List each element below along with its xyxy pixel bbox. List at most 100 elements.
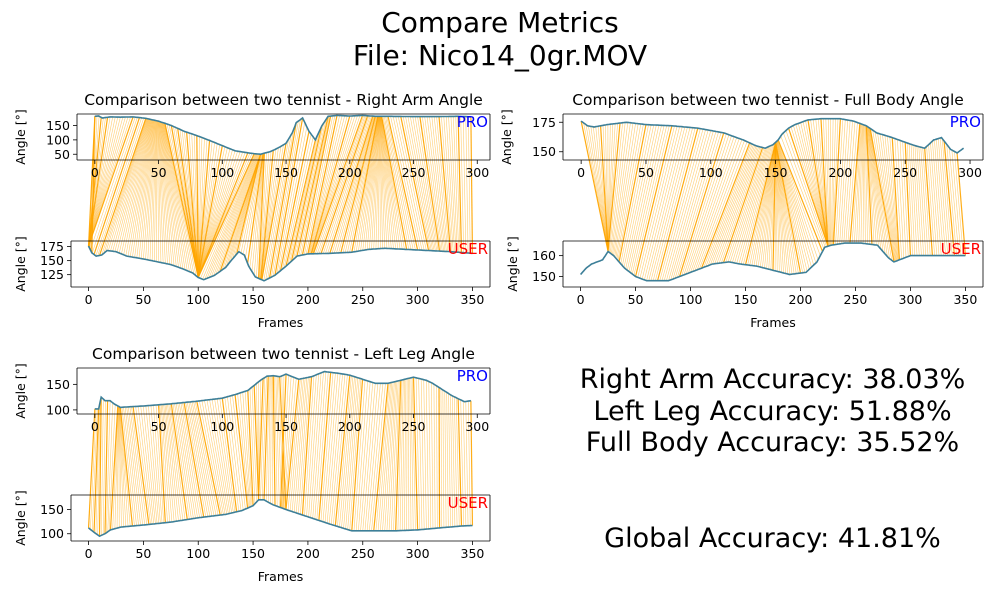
alignment-line: [249, 153, 264, 269]
alignment-line-key: [470, 400, 474, 526]
alignment-line: [358, 381, 371, 531]
alignment-line: [382, 382, 394, 531]
alignment-line-key: [183, 402, 205, 518]
x-tick-label: 50: [135, 292, 151, 307]
alignment-line: [312, 115, 358, 254]
alignment-line: [707, 144, 754, 266]
alignment-line: [729, 147, 767, 263]
alignment-line: [182, 402, 202, 518]
alignment-line: [129, 406, 146, 525]
alignment-line: [308, 115, 340, 254]
x-tick-label: 50: [151, 165, 167, 180]
alignment-line: [874, 131, 896, 262]
alignment-line: [199, 400, 223, 515]
alignment-line: [714, 146, 758, 264]
alignment-line: [137, 406, 153, 525]
alignment-line: [721, 147, 762, 263]
alignment-line-key: [87, 117, 109, 247]
alignment-line: [930, 142, 940, 256]
alignment-line: [114, 118, 150, 252]
chart-2: 0 50 100 150 200 250 300 150 175 Angle [°] PRO 0 50 1…: [499, 91, 984, 330]
alignment-line-key: [334, 375, 351, 526]
right-arm-accuracy: Right Arm Accuracy: 38.03%: [579, 364, 966, 395]
alignment-line: [204, 400, 226, 515]
alignment-line: [380, 116, 399, 250]
alignment-line: [145, 405, 158, 524]
alignment-line: [922, 147, 931, 256]
user-axes: 0 50 100 150 200 250 300 350 150 160 Angle [°] USER: [505, 236, 984, 307]
alignment-line: [364, 116, 380, 251]
alignment-line-key: [263, 376, 269, 500]
alignment-line: [364, 383, 379, 531]
alignment-line: [762, 142, 776, 268]
alignment-line: [867, 127, 884, 252]
alignment-line: [197, 151, 238, 278]
alignment-line: [174, 403, 192, 519]
alignment-line: [839, 120, 848, 244]
alignment-line: [405, 116, 432, 251]
alignment-line: [613, 122, 634, 256]
y-axis-label: Angle [°]: [13, 236, 28, 292]
pro-axes: 0 50 100 150 200 250 300 150 175 Angle [°] PRO: [499, 109, 984, 180]
alignment-line: [864, 125, 868, 244]
alignment-line: [298, 377, 309, 514]
x-tick-label: 350: [953, 292, 977, 307]
alignment-line: [699, 141, 748, 270]
alignment-line: [835, 119, 844, 245]
alignment-line: [271, 121, 299, 278]
alignment-line: [284, 378, 297, 510]
alignment-line: [465, 116, 469, 254]
alignment-line: [245, 153, 263, 258]
alignment-line: [373, 116, 380, 250]
alignment-line: [845, 121, 856, 244]
alignment-line: [140, 120, 155, 259]
alignment-line: [305, 115, 336, 255]
alignment-line: [380, 382, 393, 531]
alignment-line: [663, 129, 706, 281]
alignment-line-key: [253, 385, 260, 500]
alignment-line: [134, 119, 153, 258]
alignment-line: [841, 120, 851, 244]
alignment-line: [239, 392, 251, 508]
x-tick-label: 200: [296, 292, 320, 307]
alignment-line: [217, 154, 261, 273]
alignment-line: [404, 379, 407, 531]
alignment-line-key: [196, 401, 221, 516]
alignment-line: [749, 142, 776, 266]
alignment-line-key: [807, 119, 829, 247]
alignment-line: [443, 116, 454, 252]
alignment-line: [392, 116, 423, 251]
alignment-line-key: [93, 408, 100, 533]
alignment-line: [309, 115, 345, 254]
alignment-line: [383, 116, 412, 250]
alignment-line-key: [340, 116, 376, 253]
alignment-line: [253, 153, 265, 276]
alignment-line: [315, 115, 365, 254]
alignment-line-key: [268, 122, 297, 279]
alignment-line: [783, 132, 826, 248]
alignment-line: [132, 119, 153, 258]
alignment-line: [766, 142, 776, 269]
chart-3: 0 50 100 150 200 250 300 100 150 Angle [°] PRO 0 50 1…: [13, 345, 491, 584]
alignment-line: [191, 401, 215, 516]
alignment-line: [158, 121, 168, 264]
user-label: USER: [448, 240, 488, 258]
alignment-line: [912, 144, 920, 256]
x-tick-label: 250: [351, 292, 375, 307]
user-series-line: [579, 242, 966, 282]
alignment-line: [355, 380, 368, 531]
alignment-line: [433, 116, 449, 252]
alignment-line: [734, 146, 770, 264]
alignment-line: [444, 391, 447, 528]
alignment-line: [867, 126, 879, 247]
alignment-line: [143, 120, 155, 259]
alignment-line: [161, 122, 181, 269]
alignment-line: [344, 116, 377, 253]
alignment-line: [837, 119, 846, 245]
alignment-line: [131, 406, 148, 525]
alignment-line: [397, 379, 403, 531]
x-tick-label: 0: [91, 419, 99, 434]
global-accuracy: Global Accuracy: 41.81%: [604, 523, 941, 554]
alignment-line: [326, 373, 341, 524]
x-tick-label: 350: [461, 546, 485, 561]
